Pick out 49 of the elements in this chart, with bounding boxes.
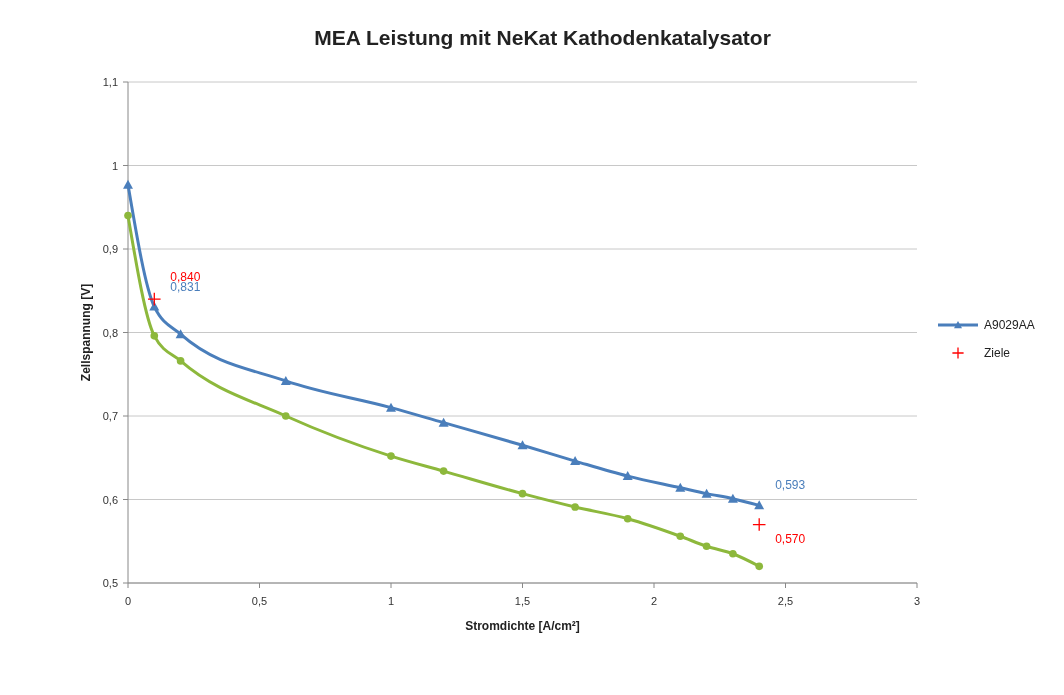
point (175, 329, 186, 339)
legend-label: Ziele (984, 346, 1011, 360)
point (752, 517, 767, 532)
y-tick-label: 0,6 (102, 493, 118, 506)
point (124, 211, 132, 220)
point (176, 357, 185, 365)
point (622, 471, 633, 481)
data-label: 0,570 (775, 531, 806, 546)
point (518, 489, 527, 498)
point (570, 456, 581, 466)
point (623, 514, 632, 523)
legend-label: A9029AA (984, 318, 1035, 332)
point (438, 417, 449, 427)
point (729, 549, 737, 558)
x-axis-title: Stromdichte [A/cm²] (465, 619, 580, 633)
x-tick-label: 0 (124, 595, 132, 607)
point (702, 542, 711, 551)
x-tick-label: 2 (650, 595, 658, 607)
y-tick-label: 1 (111, 159, 118, 172)
x-tick-label: 0,5 (251, 595, 268, 607)
point (281, 412, 290, 420)
x-tick-label: 1 (387, 595, 395, 607)
y-tick-label: 0,7 (102, 410, 118, 422)
point (149, 301, 160, 311)
y-tick-label: 0,5 (102, 577, 118, 589)
y-tick-label: 1,1 (102, 76, 118, 88)
point (150, 332, 159, 340)
point (123, 179, 133, 189)
point (517, 440, 528, 450)
point (675, 482, 686, 492)
y-axis-title: Zellspannung [V] (79, 283, 93, 382)
x-tick-label: 3 (913, 595, 921, 607)
point (387, 452, 395, 460)
point (147, 292, 162, 307)
point (701, 488, 712, 498)
y-tick-label: 0,8 (102, 326, 118, 339)
point (280, 375, 291, 385)
point (755, 562, 764, 571)
point (439, 467, 448, 475)
point (676, 532, 685, 541)
point (754, 500, 765, 510)
point (571, 503, 579, 511)
data-label: 0,593 (775, 478, 806, 493)
point (727, 493, 738, 503)
y-tick-label: 0,9 (102, 243, 118, 255)
x-tick-label: 1,5 (514, 595, 531, 607)
point (386, 402, 396, 412)
x-tick-label: 2,5 (777, 595, 794, 607)
chart-title: MEA Leistung mit NeKat Kathodenkatalysator (314, 26, 771, 49)
